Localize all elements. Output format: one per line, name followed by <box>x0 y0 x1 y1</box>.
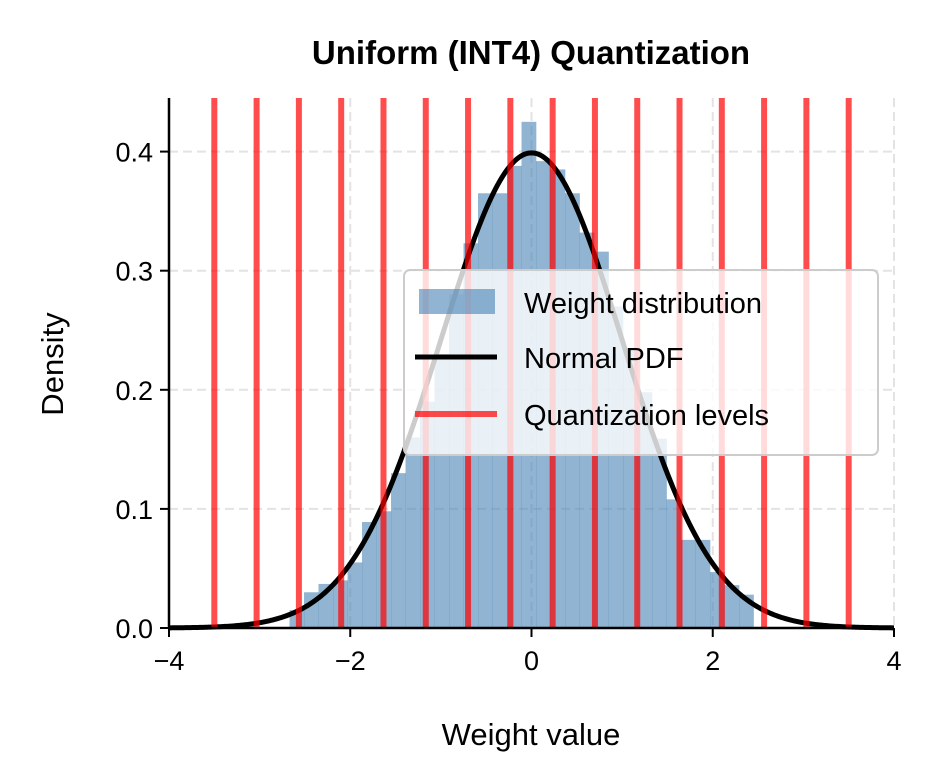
histogram-bar <box>347 562 363 628</box>
normal-pdf-line <box>168 150 895 631</box>
y-tick-label: 0.4 <box>115 138 153 168</box>
quantization-levels <box>211 98 852 628</box>
x-tick-label: 0 <box>524 646 539 676</box>
x-tick-label: −4 <box>154 646 185 676</box>
y-tick-label: 0.2 <box>115 376 153 406</box>
legend-label-levels: Quantization levels <box>524 400 769 432</box>
histogram-bar <box>652 438 667 628</box>
histogram-bar <box>405 437 421 628</box>
x-tick-label: 4 <box>886 646 901 676</box>
x-tick-label: −2 <box>335 646 366 676</box>
y-tick-label: 0.3 <box>115 257 153 287</box>
histogram-bar <box>391 473 406 628</box>
histogram-bar <box>362 522 377 628</box>
histogram-bar <box>724 585 740 628</box>
x-tick-label: 2 <box>705 646 720 676</box>
y-tick-label: 0.0 <box>115 614 153 644</box>
legend-box <box>403 269 879 456</box>
histogram-bar <box>681 539 696 628</box>
legend-label-pdf: Normal PDF <box>524 343 684 375</box>
chart-title: Uniform (INT4) Quantization <box>312 34 750 71</box>
legend-label-histogram: Weight distribution <box>524 288 762 320</box>
y-axis-label: Density <box>35 312 70 416</box>
histogram-bar <box>695 539 711 628</box>
y-tick-label: 0.1 <box>115 495 153 525</box>
axes: −4 −2 0 2 4 0.0 0.1 0.2 0.3 0.4 <box>115 98 902 676</box>
legend-swatch-histogram <box>419 289 495 314</box>
x-axis-label: Weight value <box>442 717 621 752</box>
legend: Weight distribution Normal PDF Quantizat… <box>403 269 879 456</box>
